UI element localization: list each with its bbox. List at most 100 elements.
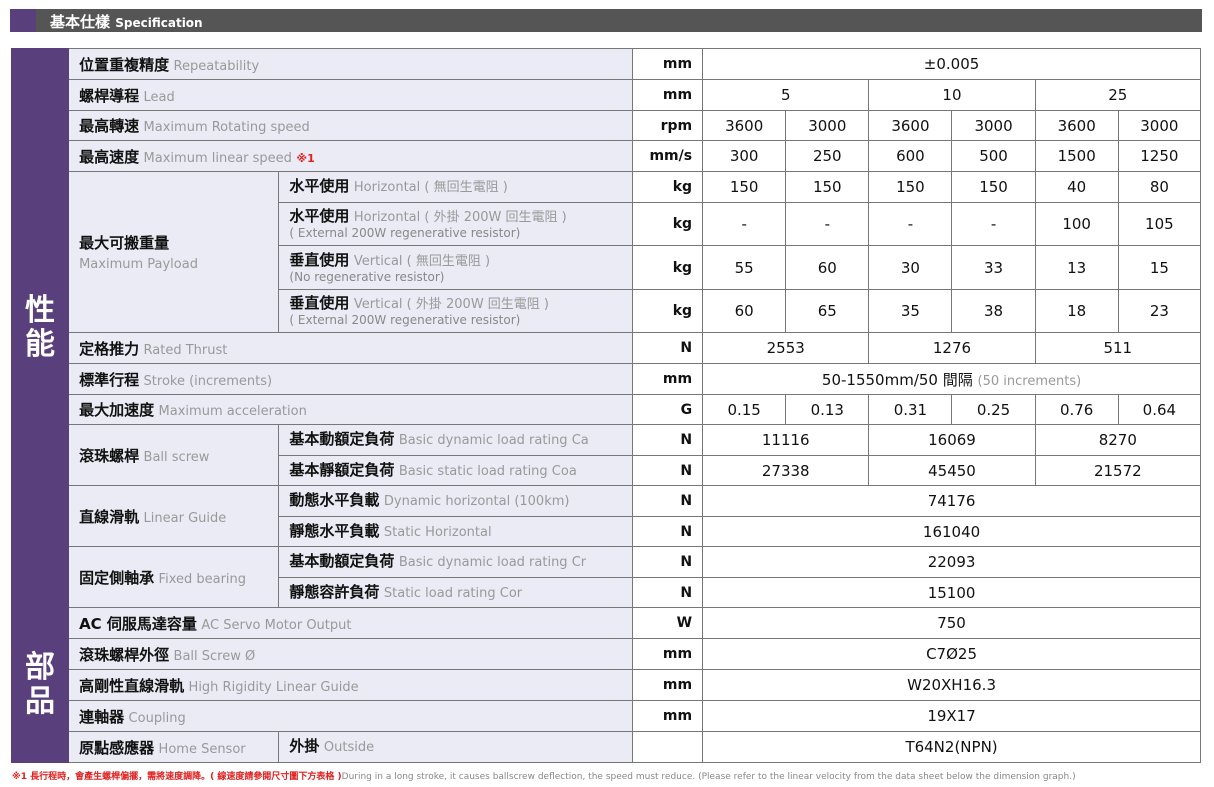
unit-cell: mm — [631, 48, 704, 80]
table-row: 定格推力 Rated Thrust N 2553 1276 511 — [12, 332, 1202, 364]
value-cell: 500 — [951, 140, 1036, 172]
value-cell: 8270 — [1034, 424, 1202, 456]
value-cell: ±0.005 — [702, 48, 1201, 80]
value-cell: 55 — [702, 245, 787, 290]
unit-cell: mm/s — [631, 140, 704, 172]
table-row: 高剛性直線滑軌 High Rigidity Linear Guide mm W20X… — [12, 669, 1201, 701]
table-row: 性能 位置重複精度 Repeatability mm ±0.005 — [10, 48, 1201, 608]
value-cell: 3000 — [1117, 110, 1202, 141]
value-cell: 300 — [702, 140, 787, 172]
value-cell: 1276 — [868, 332, 1036, 364]
unit-cell: mm — [631, 669, 704, 701]
value-cell: 50-1550mm/50 間隔 (50 increments) — [702, 363, 1201, 395]
table-row: 原點感應器 Home Sensor 外掛 Outside T64N2(NPN) — [12, 731, 1201, 763]
value-cell: 60 — [702, 289, 787, 333]
value-cell: 750 — [702, 607, 1201, 639]
row-sublabel: 靜態水平負載 Static Horizontal — [278, 516, 633, 547]
table-row: 最高轉速 Maximum Rotating speed rpm 3600 3000 36… — [12, 110, 1202, 141]
row-label: 直線滑軌 Linear Guide — [68, 485, 280, 547]
value-cell: 21572 — [1034, 455, 1202, 486]
unit-cell: rpm — [631, 110, 704, 141]
table-row: 靜態容許負荷 Static load rating Cor N 15100 — [12, 577, 1201, 608]
value-cell: 0.76 — [1034, 394, 1119, 425]
row-label: 最大加速度 Maximum acceleration — [68, 394, 633, 425]
row-label: 滾珠螺桿 Ball screw — [68, 424, 280, 486]
row-label: 定格推力 Rated Thrust — [68, 332, 633, 364]
value-cell: 65 — [785, 289, 870, 333]
value-cell: 3600 — [868, 110, 953, 141]
value-cell: 60 — [785, 245, 870, 290]
value-cell: W20XH16.3 — [702, 669, 1201, 701]
table-row: 標準行程 Stroke (increments) mm 50-1550mm/50 間… — [12, 363, 1201, 395]
table-row: 直線滑軌 Linear Guide 動態水平負載 Dynamic horizont… — [12, 485, 1201, 547]
table-row: 最大可搬重量 Maximum Payload 水平使用 Horizontal ( … — [12, 171, 1202, 333]
table-row: 部品 AC 伺服馬達容量 AC Servo Motor Output W 750 — [10, 607, 1201, 763]
footnote-zh: ※1 長行程時，會產生螺桿偏擺，需將速度調降。( 線速度請參閱尺寸圖下方表格 ) — [12, 772, 342, 782]
value-cell: 13 — [1034, 245, 1119, 290]
table-row: 垂直使用 Vertical ( 無回生電阻 ) (No regenerative … — [12, 245, 1202, 290]
unit-cell: mm — [631, 700, 704, 732]
row-label: AC 伺服馬達容量 AC Servo Motor Output — [68, 607, 633, 639]
row-sublabel: 動態水平負載 Dynamic horizontal (100km) — [278, 485, 633, 517]
row-label: 固定側軸承 Fixed bearing — [68, 546, 280, 608]
value-cell: 1500 — [1034, 140, 1119, 172]
row-sublabel: 垂直使用 Vertical ( 無回生電阻 ) (No regenerative … — [278, 245, 633, 290]
value-cell: 25 — [1034, 79, 1202, 111]
row-sublabel: 水平使用 Horizontal ( 無回生電阻 ) — [278, 171, 633, 203]
value-cell: 0.13 — [785, 394, 870, 425]
value-cell: 15100 — [702, 577, 1201, 608]
row-sublabel: 外掛 Outside — [278, 731, 633, 763]
unit-cell — [631, 731, 704, 763]
value-cell: 35 — [868, 289, 953, 333]
row-label: 最高轉速 Maximum Rotating speed — [68, 110, 633, 141]
table-row: 最高速度 Maximum linear speed ※1 mm/s 300 250 60… — [12, 140, 1202, 172]
row-label: 位置重複精度 Repeatability — [68, 48, 633, 80]
row-sublabel: 基本動額定負荷 Basic dynamic load rating Cr — [278, 546, 633, 578]
unit-cell: mm — [631, 638, 704, 670]
value-cell: 74176 — [702, 485, 1201, 517]
value-cell: 80 — [1117, 171, 1202, 203]
value-cell: 22093 — [702, 546, 1201, 578]
unit-cell: kg — [631, 202, 704, 246]
unit-cell: N — [631, 516, 704, 547]
row-label: 螺桿導程 Lead — [68, 79, 633, 111]
row-label: 原點感應器 Home Sensor — [68, 731, 280, 763]
footnote-en: During in a long stroke, it causes balls… — [341, 772, 1076, 782]
unit-cell: mm — [631, 363, 704, 395]
row-label: 高剛性直線滑軌 High Rigidity Linear Guide — [68, 669, 633, 701]
value-cell: 100 — [1034, 202, 1119, 246]
value-cell: 3600 — [702, 110, 787, 141]
value-cell: 150 — [702, 171, 787, 203]
unit-cell: kg — [631, 171, 704, 203]
value-cell: 1250 — [1117, 140, 1202, 172]
value-cell: 250 — [785, 140, 870, 172]
value-cell: 0.15 — [702, 394, 787, 425]
value-cell: - — [868, 202, 953, 246]
value-cell: 3600 — [1034, 110, 1119, 141]
value-cell: 18 — [1034, 289, 1119, 333]
row-sublabel: 垂直使用 Vertical ( 外掛 200W 回生電阻 )( External… — [278, 289, 633, 333]
header-title: 基本仕樣 Specification — [50, 11, 203, 32]
value-cell: 38 — [951, 289, 1036, 333]
table-row: 水平使用 Horizontal ( 外掛 200W 回生電阻 )( Extern… — [12, 202, 1202, 246]
value-cell: 3000 — [951, 110, 1036, 141]
value-cell: 33 — [951, 245, 1036, 290]
unit-cell: N — [631, 332, 704, 364]
value-cell: 23 — [1117, 289, 1202, 333]
unit-cell: kg — [631, 289, 704, 333]
value-cell: T64N2(NPN) — [702, 731, 1201, 763]
row-sublabel: 水平使用 Horizontal ( 外掛 200W 回生電阻 )( Extern… — [278, 202, 633, 246]
row-label: 滾珠螺桿外徑 Ball Screw Ø — [68, 638, 633, 670]
value-cell: 40 — [1034, 171, 1119, 203]
table-row: 滾珠螺桿 Ball screw 基本動額定負荷 Basic dynamic loa… — [12, 424, 1202, 486]
unit-cell: G — [631, 394, 704, 425]
value-cell: 3000 — [785, 110, 870, 141]
section-parts: 部品 — [10, 607, 70, 763]
value-cell: 161040 — [702, 516, 1201, 547]
value-cell: 11116 — [702, 424, 870, 456]
value-cell: 10 — [868, 79, 1036, 111]
row-label: 連軸器 Coupling — [68, 700, 633, 732]
value-cell: 16069 — [868, 424, 1036, 456]
value-cell: 150 — [868, 171, 953, 203]
